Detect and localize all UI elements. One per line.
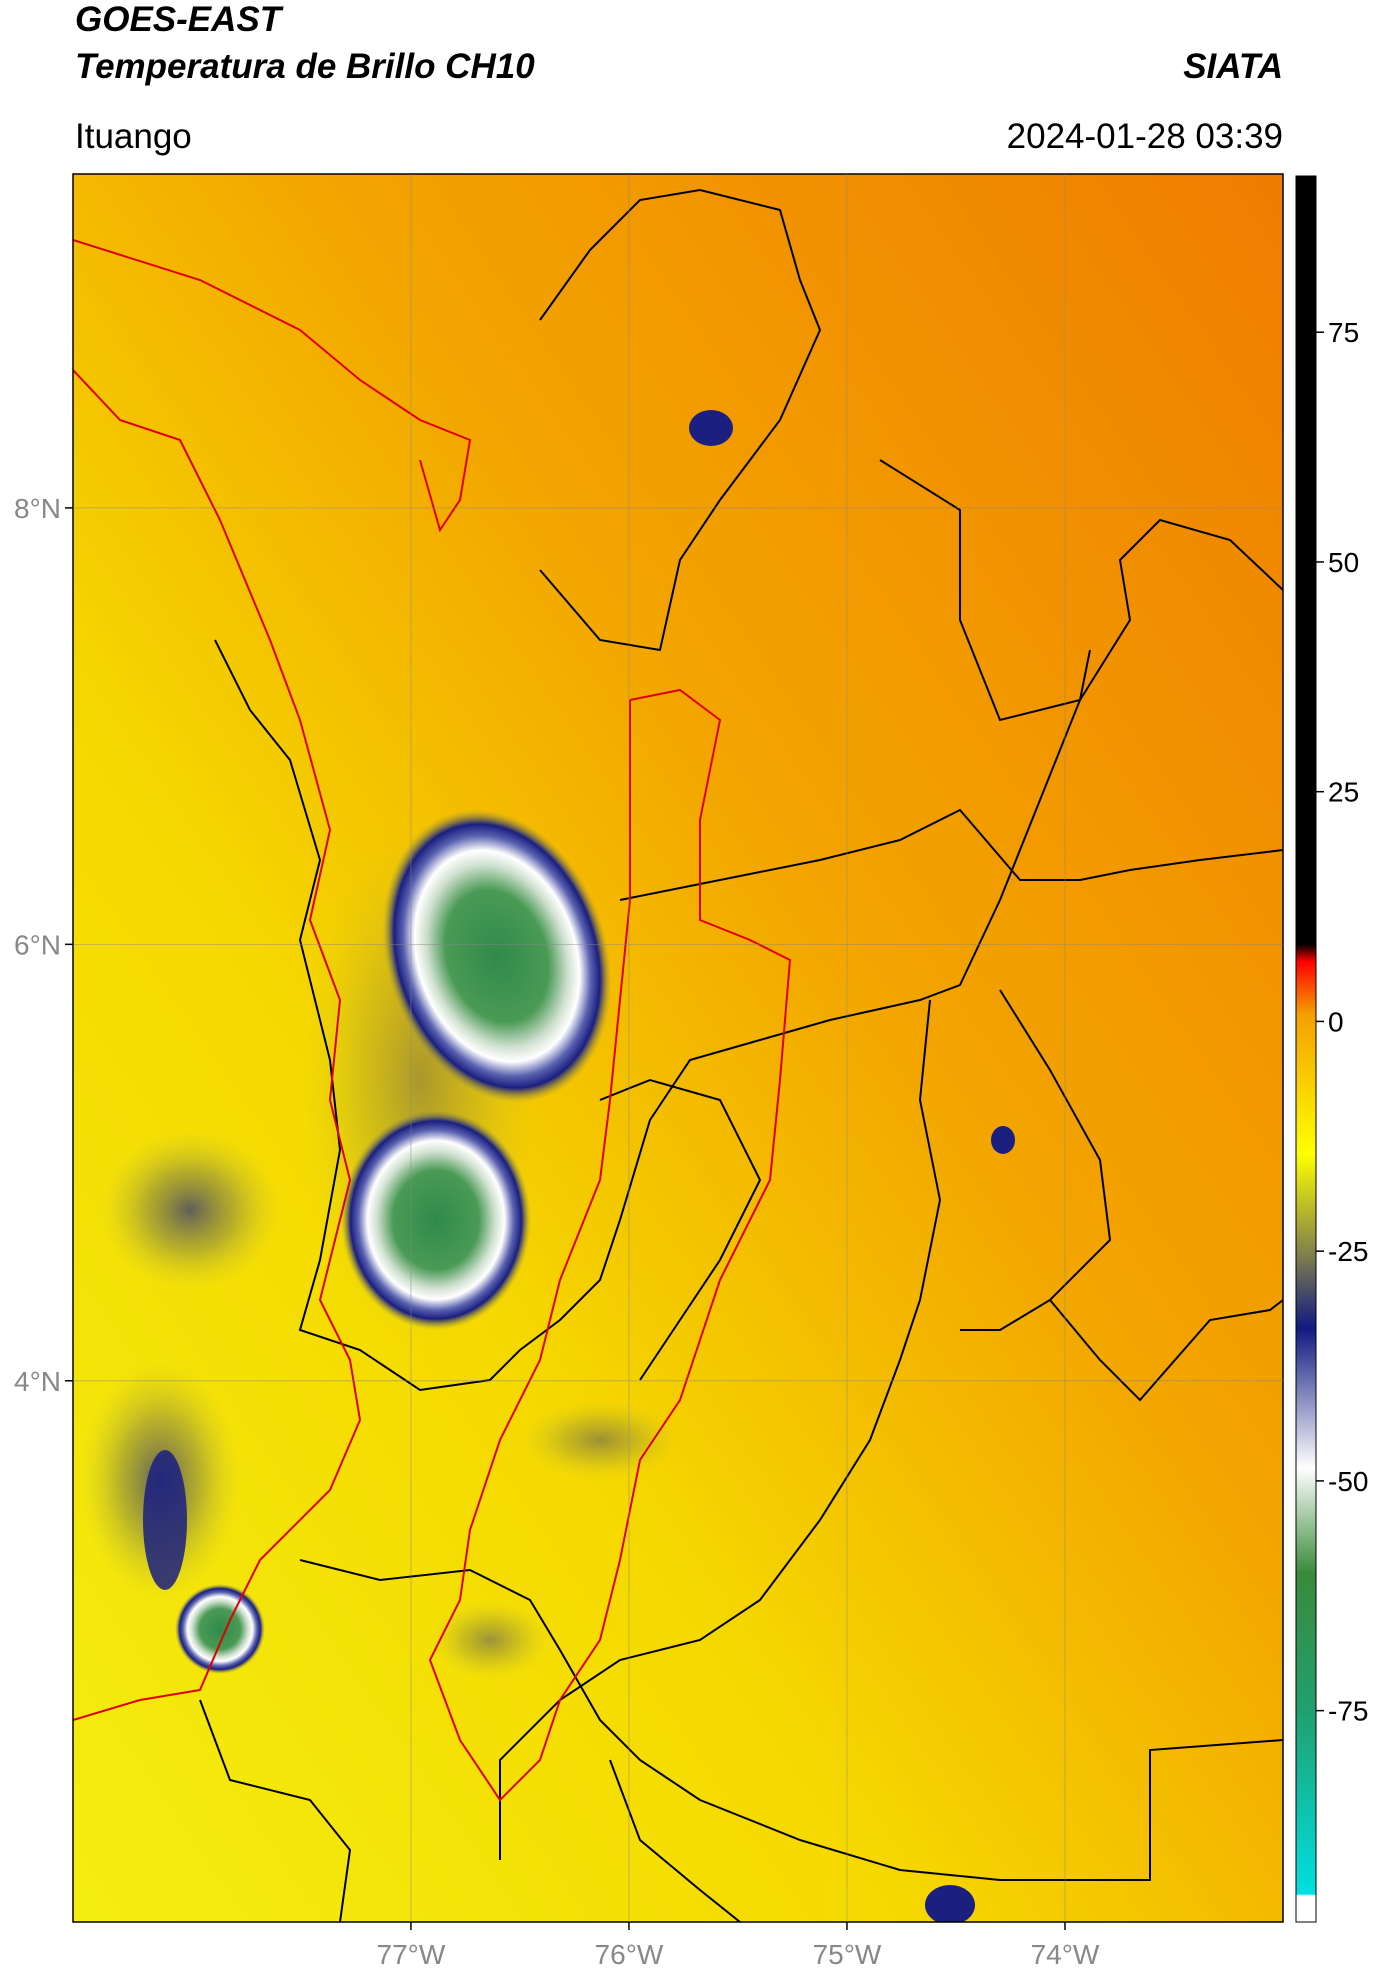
colorbar [1295,175,1317,1923]
agency: SIATA [1183,47,1283,86]
cloud [175,1584,265,1674]
cloud [382,809,612,1103]
cloud [689,410,733,446]
colorbar-tick-label: 50 [1328,547,1359,578]
lon-tick-label: 74°W [1031,1939,1100,1970]
borders [199,188,1283,1922]
lat-tick-label: 6°N [14,929,61,960]
red-outlines [73,239,792,1802]
map-frame [72,173,1284,1923]
colorbar-tick-label: 75 [1328,317,1359,348]
cloud [143,1450,187,1590]
datetime: 2024-01-28 03:39 [1007,117,1283,156]
cloud [925,1885,975,1922]
haze [430,1600,550,1680]
map [73,174,1283,1922]
lon-tick-label: 77°W [377,1939,446,1970]
product-title: Temperatura de Brillo CH10 [75,47,535,86]
satellite-title: GOES-EAST [75,0,284,39]
map-background [73,174,1283,1922]
colorbar-tick-label: -75 [1328,1696,1368,1727]
lon-tick-label: 75°W [813,1939,882,1970]
region: Ituango [75,117,192,156]
colorbar-tick-label: -50 [1328,1466,1368,1497]
lon-tick-label: 76°W [595,1939,664,1970]
lat-tick-label: 8°N [14,493,61,524]
cloud [991,1126,1015,1154]
graticule [73,174,1283,1922]
colorbar-tick-label: 0 [1328,1006,1344,1037]
colorbar-tick-label: 25 [1328,777,1359,808]
haze [520,1400,680,1480]
colorbar-tick-label: -25 [1328,1236,1368,1267]
cloud [341,1110,531,1330]
lat-tick-label: 4°N [14,1366,61,1397]
haze [100,1130,280,1290]
